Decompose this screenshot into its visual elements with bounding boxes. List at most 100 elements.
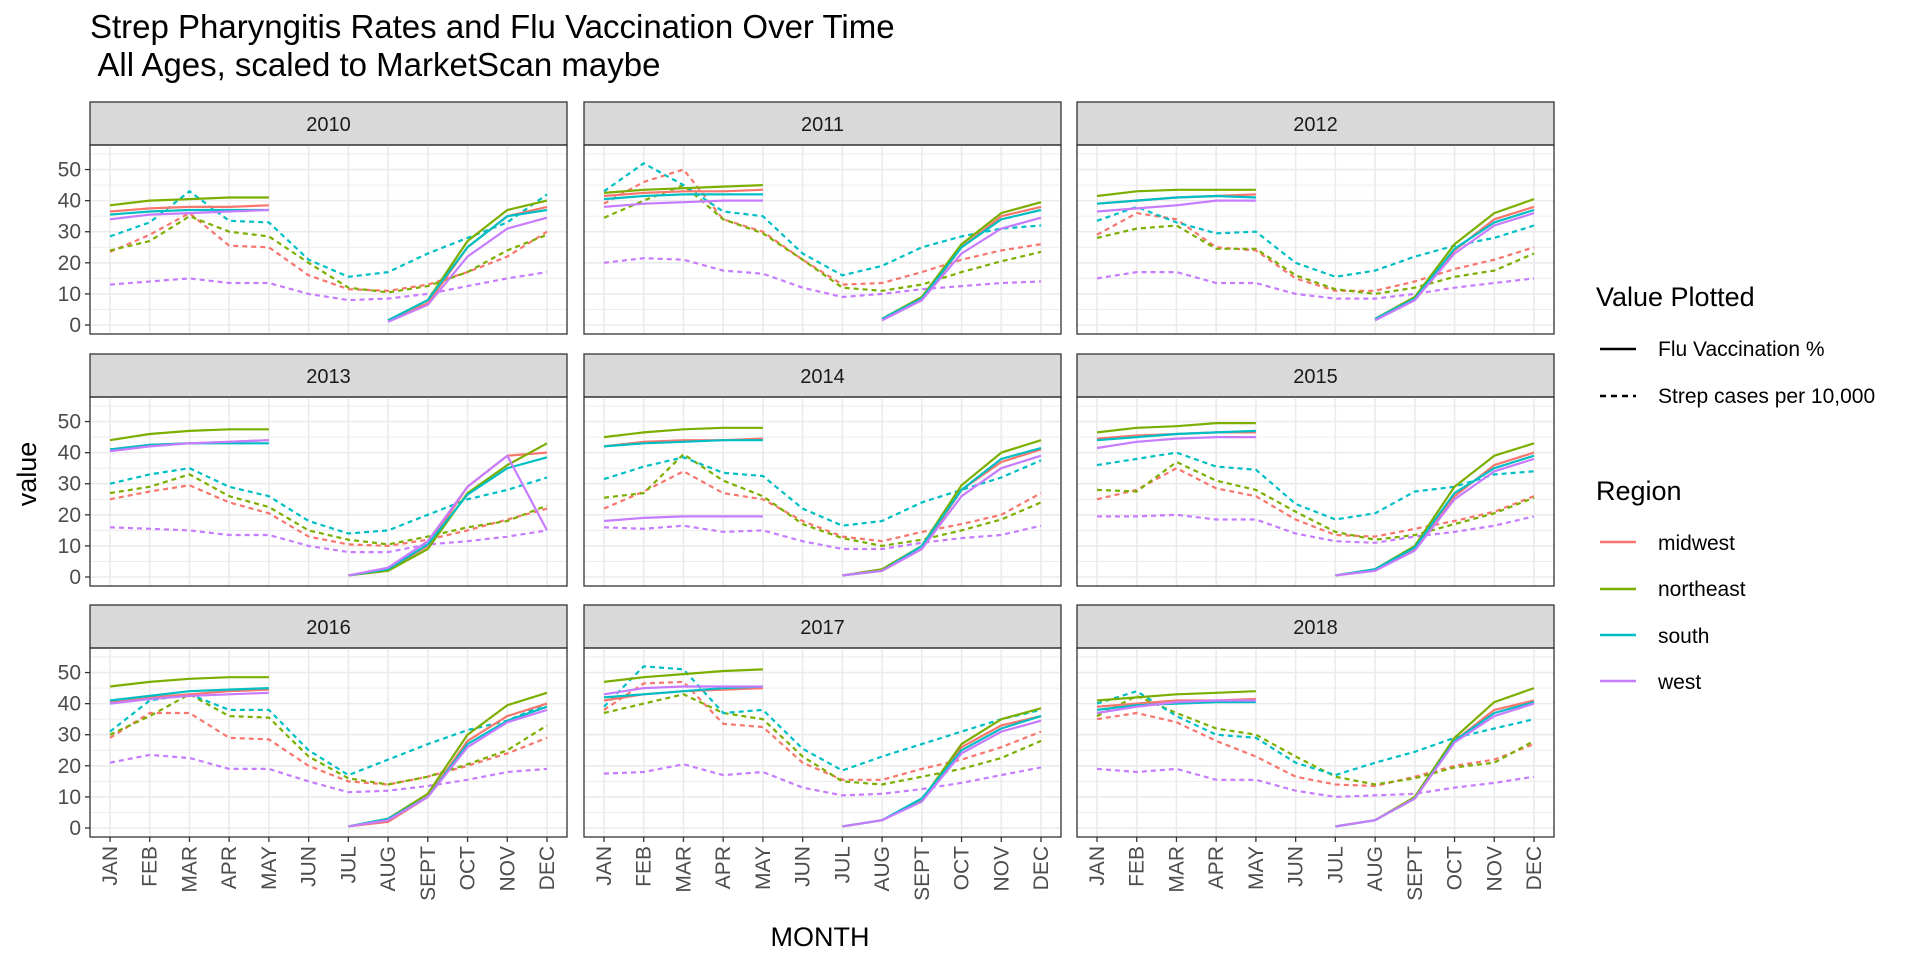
x-tick-label: MAY (1245, 846, 1268, 890)
panel-border (583, 144, 1062, 335)
x-tick-label: OCT (1444, 846, 1467, 891)
x-tick-label: JUN (1285, 846, 1308, 887)
x-tick-label: FEB (1126, 846, 1149, 887)
x-tick-label: OCT (457, 846, 480, 891)
vaccination-line-west (603, 454, 1042, 577)
x-tick-label: MAR (178, 846, 201, 893)
y-tick-label: 50 (58, 159, 81, 182)
strep-line-west (1096, 271, 1535, 300)
strep-line-west (1096, 767, 1535, 798)
x-tick-label: MAR (672, 846, 695, 893)
panel-border (1076, 647, 1555, 838)
vaccination-line-midwest (603, 687, 1042, 828)
vaccination-line-northeast (603, 426, 1042, 577)
strep-line-midwest (109, 212, 548, 292)
facet-strip-label: 2015 (1293, 366, 1338, 388)
vaccination-line-northeast (1096, 188, 1535, 320)
legend-label-strep-cases: Strep cases per 10,000 (1658, 385, 1875, 408)
facet-strip-label: 2014 (800, 366, 845, 388)
vaccination-line-west (603, 199, 1042, 322)
x-tick-label: JAN (593, 846, 616, 886)
region-legend: Region midwest northeast south west (1596, 476, 1746, 694)
y-tick-label: 40 (58, 442, 81, 465)
x-tick-label: MAR (1165, 846, 1188, 893)
x-tick-label: APR (218, 846, 241, 889)
legend-label-midwest: midwest (1658, 532, 1735, 555)
x-tick-label: JAN (99, 846, 122, 886)
y-tick-label: 0 (69, 566, 81, 589)
facet-strip (583, 353, 1062, 398)
y-tick-label: 50 (58, 662, 81, 685)
strep-line-northeast (109, 473, 548, 546)
vaccination-line-west (109, 439, 548, 577)
strep-line-northeast (603, 693, 1042, 786)
vaccination-line-northeast (109, 676, 548, 828)
x-tick-label: OCT (951, 846, 974, 891)
y-tick-label: 30 (58, 221, 81, 244)
vaccination-line-midwest (1096, 193, 1535, 322)
strep-line-midwest (603, 168, 1042, 286)
y-tick-label: 30 (58, 473, 81, 496)
facet-panel-2017: 2017 JAN FEB MAR APR MAY JUN JUL AUG SEPT OCT NOV DE… (583, 604, 1062, 901)
x-tick-label: JUN (298, 846, 321, 887)
x-tick-label: AUG (1364, 846, 1387, 892)
facet-panel-2016: 2016 0 10 20 30 40 50 JAN FEB MAR APR MAY JUN JUL AUG S… (58, 604, 568, 901)
vaccination-line-south (109, 208, 548, 322)
facet-strip (89, 101, 568, 146)
strep-line-midwest (1096, 711, 1535, 788)
panel-border (583, 647, 1062, 838)
y-tick-label: 10 (58, 283, 81, 306)
y-tick-label: 30 (58, 724, 81, 747)
vaccination-line-west (109, 691, 548, 828)
x-tick-label: MAY (752, 846, 775, 890)
vaccination-line-midwest (603, 437, 1042, 577)
x-tick-label: MAY (258, 846, 281, 890)
vaccination-line-west (1096, 699, 1535, 828)
x-tick-label: DEC (1523, 846, 1546, 890)
linetype-legend: Value Plotted Flu Vaccination % Strep ca… (1596, 282, 1875, 408)
y-tick-label: 20 (58, 755, 81, 778)
strep-line-west (109, 271, 548, 302)
vaccination-line-south (109, 442, 548, 577)
x-tick-label: AUG (377, 846, 400, 892)
x-axis-title: MONTH (771, 922, 870, 952)
chart-title: Strep Pharyngitis Rates and Flu Vaccinat… (90, 8, 895, 45)
x-tick-label: JUL (1324, 846, 1347, 883)
vaccination-line-south (603, 193, 1042, 320)
panel-border (89, 144, 568, 335)
strep-line-northeast (109, 215, 548, 294)
y-tick-label: 40 (58, 693, 81, 716)
vaccination-line-south (1096, 429, 1535, 577)
vaccination-line-west (1096, 436, 1535, 577)
strep-line-south (603, 456, 1042, 527)
strep-line-south (1096, 451, 1535, 521)
facet-strip-label: 2011 (801, 114, 844, 136)
facet-panel-2010: 2010 0 10 20 30 40 50 (58, 101, 568, 337)
panel-border (89, 396, 568, 587)
strep-line-south (603, 162, 1042, 277)
legend-label-west: west (1657, 671, 1701, 694)
panel-border (89, 647, 568, 838)
facet-panel-2015: 2015 (1076, 353, 1555, 587)
strep-line-midwest (603, 470, 1042, 543)
strep-line-west (603, 524, 1042, 551)
strep-line-northeast (109, 693, 548, 786)
legend-label-south: south (1658, 625, 1709, 648)
y-tick-label: 0 (69, 314, 81, 337)
facet-panel-2018: 2018 JAN FEB MAR APR MAY JUN JUL AUG SEPT OCT NOV DE… (1076, 604, 1555, 901)
x-tick-label: DEC (1030, 846, 1053, 890)
strep-line-northeast (603, 184, 1042, 292)
x-tick-label: JAN (1086, 846, 1109, 886)
facet-panel-2011: 2011 (583, 101, 1062, 335)
x-tick-label: SEPT (1404, 846, 1427, 901)
facet-strip-label: 2016 (306, 617, 351, 639)
panel-border (1076, 396, 1555, 587)
legend-label-flu-vaccination: Flu Vaccination % (1658, 338, 1825, 361)
y-tick-label: 20 (58, 252, 81, 275)
vaccination-line-west (603, 685, 1042, 828)
y-tick-label: 0 (69, 817, 81, 840)
facet-strip-label: 2018 (1293, 617, 1338, 639)
vaccination-line-south (1096, 194, 1535, 320)
x-tick-label: FEB (633, 846, 656, 887)
strep-line-west (109, 753, 548, 794)
